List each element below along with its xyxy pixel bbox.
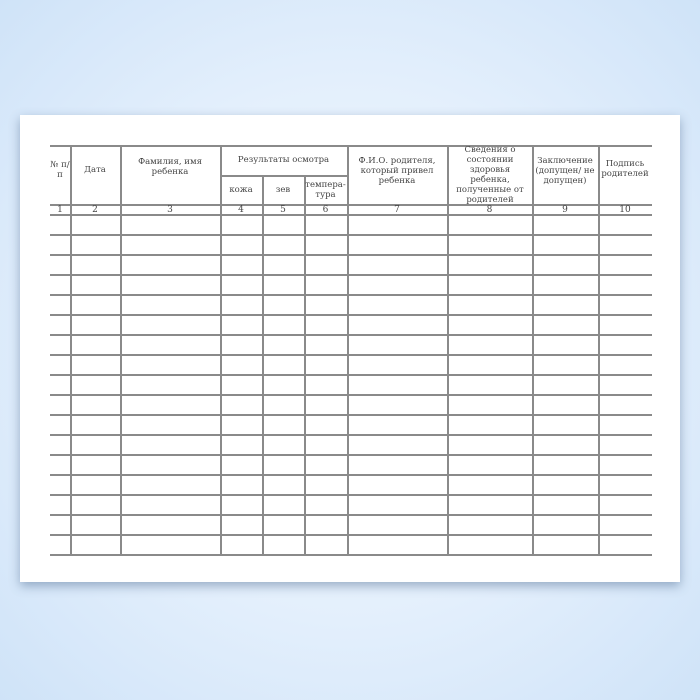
column-divider xyxy=(347,145,349,554)
header-health-info: Сведения о состоянии здоровья ребенка, п… xyxy=(456,144,524,205)
header-temperature: темпера-тура xyxy=(305,179,346,200)
table-row xyxy=(50,414,652,416)
table-row xyxy=(50,294,652,296)
column-number: 5 xyxy=(280,204,286,215)
header-skin: кожа xyxy=(229,184,253,195)
subheader-line xyxy=(220,175,347,177)
table-row xyxy=(50,314,652,316)
header-throat: зев xyxy=(275,184,291,195)
table-row xyxy=(50,494,652,496)
column-divider xyxy=(532,145,534,554)
table-row xyxy=(50,254,652,256)
table-row xyxy=(50,454,652,456)
header-date: Дата xyxy=(84,164,106,175)
table-row xyxy=(50,474,652,476)
column-number: 10 xyxy=(619,204,631,215)
column-number: 1 xyxy=(57,204,63,215)
column-number: 2 xyxy=(92,204,98,215)
table-row xyxy=(50,434,652,436)
table-row xyxy=(50,374,652,376)
table-row xyxy=(50,534,652,536)
column-divider xyxy=(304,175,306,554)
table-row xyxy=(50,354,652,356)
column-number: 3 xyxy=(167,204,173,215)
header-bottom-line xyxy=(50,204,652,206)
header-number: № п/п xyxy=(50,159,70,180)
header-parent-name: Ф.И.О. родителя, который привел ребенка xyxy=(358,155,436,186)
journal-page xyxy=(20,115,680,582)
column-divider xyxy=(598,145,600,554)
header-top-line xyxy=(50,145,652,147)
table-row xyxy=(50,554,652,556)
column-divider xyxy=(70,145,72,554)
column-divider xyxy=(447,145,449,554)
table-row xyxy=(50,514,652,516)
column-divider xyxy=(262,175,264,554)
column-number: 9 xyxy=(562,204,568,215)
column-number: 8 xyxy=(486,204,493,215)
column-divider xyxy=(120,145,122,554)
table-row xyxy=(50,234,652,236)
table-row xyxy=(50,334,652,336)
column-number: 4 xyxy=(238,204,244,215)
table-row xyxy=(50,394,652,396)
column-number: 6 xyxy=(322,204,329,215)
header-exam-results: Результаты осмотра xyxy=(237,155,330,165)
header-child-name: Фамилия, имя ребенка xyxy=(138,157,202,177)
numbers-row-line xyxy=(50,214,652,216)
column-number: 7 xyxy=(394,204,400,215)
column-divider xyxy=(220,145,222,554)
table-row xyxy=(50,274,652,276)
header-parent-signature: Подпись родителей xyxy=(601,158,649,179)
header-conclusion: Заключение (допущен/ не допущен) xyxy=(535,155,595,186)
